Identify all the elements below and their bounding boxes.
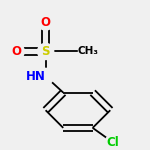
Circle shape: [38, 68, 54, 84]
Bar: [78, 46, 104, 57]
Text: CH₃: CH₃: [78, 46, 99, 56]
Text: Cl: Cl: [107, 136, 120, 149]
Text: HN: HN: [26, 70, 46, 83]
Circle shape: [105, 134, 121, 150]
Circle shape: [38, 14, 54, 30]
Text: O: O: [41, 16, 51, 28]
Text: S: S: [41, 45, 50, 58]
Circle shape: [8, 43, 24, 60]
Text: O: O: [11, 45, 21, 58]
Circle shape: [38, 43, 54, 60]
